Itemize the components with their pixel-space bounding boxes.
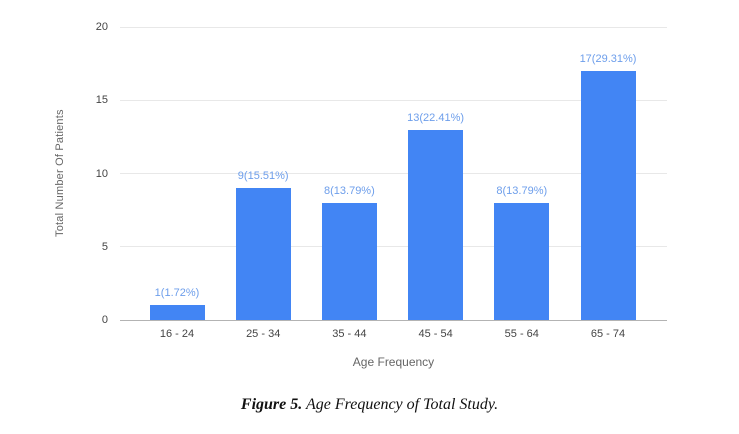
gridline	[120, 246, 667, 248]
bar-value-label: 8(13.79%)	[324, 185, 375, 197]
bar-value-label: 1(1.72%)	[154, 287, 200, 299]
x-tick-label: 25 - 34	[246, 328, 281, 340]
gridline	[120, 99, 667, 101]
y-tick-label: 20	[95, 21, 108, 33]
x-axis-title: Age Frequency	[352, 355, 435, 369]
bar	[494, 203, 550, 320]
x-tick-label: 45 - 54	[418, 328, 453, 340]
bar-value-label: 13(22.41%)	[407, 112, 465, 124]
x-tick-label: 65 - 74	[590, 328, 626, 340]
bar-value-label: 9(15.51%)	[237, 170, 289, 182]
caption-text: Age Frequency of Total Study.	[302, 396, 499, 413]
bar	[580, 71, 636, 320]
gridline	[120, 26, 667, 28]
y-tick-label: 5	[101, 240, 108, 253]
x-tick-label: 16 - 24	[159, 328, 195, 340]
bar	[235, 188, 291, 320]
x-tick-label: 55 - 64	[504, 328, 539, 340]
bar	[149, 305, 205, 320]
x-axis-baseline	[120, 319, 667, 321]
bar-value-label: 17(29.31%)	[579, 53, 637, 65]
y-axis-title: Total Number Of Patients	[54, 109, 66, 238]
bar	[408, 130, 464, 320]
figure-caption: Figure 5. Age Frequency of Total Study.	[0, 396, 739, 414]
gridline	[120, 173, 667, 174]
bar	[321, 203, 377, 320]
bar-value-label: 8(13.79%)	[496, 185, 548, 197]
y-tick-label: 15	[95, 94, 108, 107]
x-tick-label: 35 - 44	[332, 328, 367, 340]
caption-label: Figure 5.	[240, 396, 303, 413]
y-tick-label: 10	[95, 167, 108, 180]
y-tick-label: 0	[101, 314, 108, 326]
